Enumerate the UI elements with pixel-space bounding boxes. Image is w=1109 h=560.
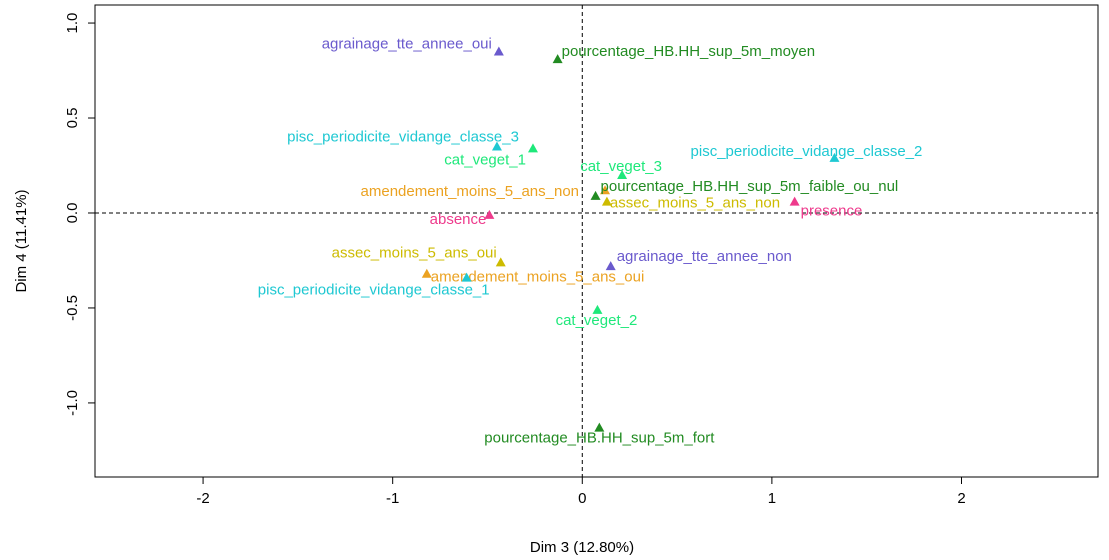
point: [491, 141, 502, 151]
point-label: cat_veget_2: [556, 312, 638, 329]
point-label: absence: [430, 211, 487, 228]
plot-frame: [94, 4, 1099, 478]
x-tick-label: -2: [196, 490, 209, 507]
point-label: cat_veget_3: [580, 158, 662, 175]
point: [484, 209, 495, 219]
point-label: assec_moins_5_ans_oui: [332, 244, 497, 261]
point-label: cat_veget_1: [444, 151, 526, 168]
y-tick-label: 0.0: [64, 203, 81, 224]
point-label: presence: [801, 203, 863, 220]
point: [527, 143, 538, 153]
point: [590, 190, 601, 200]
point: [789, 196, 800, 206]
point-label: agrainage_tte_annee_non: [617, 248, 792, 265]
point: [600, 185, 611, 195]
point-label: pourcentage_HB.HH_sup_5m_moyen: [562, 43, 815, 60]
point: [605, 261, 616, 271]
point-label: pisc_periodicite_vidange_classe_1: [258, 282, 490, 299]
point: [493, 46, 504, 56]
point-label: assec_moins_5_ans_non: [610, 195, 780, 212]
point: [495, 257, 506, 267]
y-axis-label: Dim 4 (11.41%): [13, 189, 30, 292]
point-label: amendement_moins_5_ans_non: [361, 183, 580, 200]
x-tick-label: 0: [578, 490, 586, 507]
y-tick-label: 1.0: [64, 13, 81, 34]
point: [592, 304, 603, 314]
point-label: amendement_moins_5_ans_oui: [431, 269, 644, 286]
x-tick-label: -1: [386, 490, 399, 507]
x-axis-label: Dim 3 (12.80%): [530, 539, 634, 556]
point: [617, 169, 628, 179]
point: [421, 268, 432, 278]
y-tick-label: -0.5: [64, 295, 81, 321]
point: [601, 196, 612, 206]
y-tick-label: 0.5: [64, 108, 81, 129]
point-label: agrainage_tte_annee_oui: [322, 36, 492, 53]
point-label: pourcentage_HB.HH_sup_5m_fort: [484, 430, 715, 447]
point: [552, 54, 563, 64]
point-label: pourcentage_HB.HH_sup_5m_faible_ou_nul: [601, 178, 899, 195]
y-tick-label: -1.0: [64, 390, 81, 416]
point: [461, 272, 472, 282]
point: [594, 422, 605, 432]
x-tick-label: 2: [957, 490, 965, 507]
point-label: pisc_periodicite_vidange_classe_3: [287, 128, 519, 145]
point: [829, 152, 840, 162]
x-tick-label: 1: [768, 490, 776, 507]
point-label: pisc_periodicite_vidange_classe_2: [691, 143, 923, 160]
